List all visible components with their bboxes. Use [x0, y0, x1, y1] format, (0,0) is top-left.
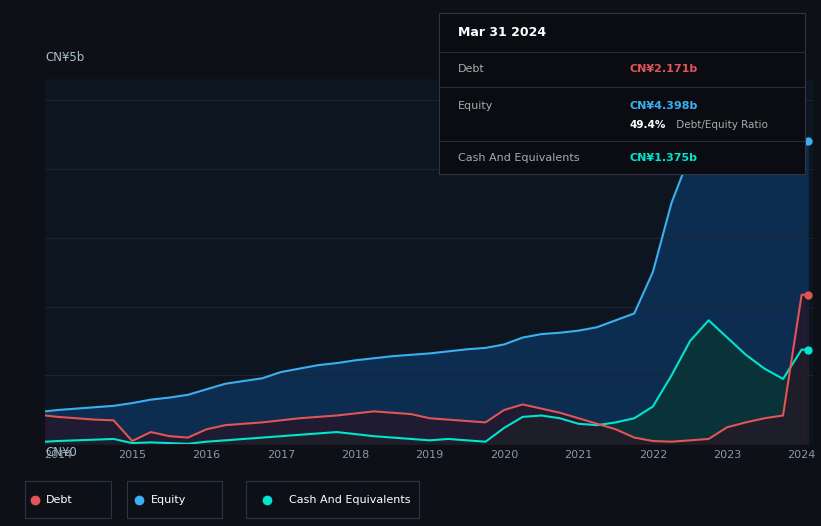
Text: Debt/Equity Ratio: Debt/Equity Ratio [673, 120, 768, 130]
Text: 49.4%: 49.4% [629, 120, 666, 130]
Text: CN¥0: CN¥0 [45, 446, 77, 459]
Text: Equity: Equity [457, 101, 493, 111]
Text: CN¥4.398b: CN¥4.398b [629, 101, 698, 111]
Text: Equity: Equity [151, 494, 186, 505]
Text: Cash And Equivalents: Cash And Equivalents [457, 153, 579, 163]
Text: CN¥2.171b: CN¥2.171b [629, 64, 698, 74]
Text: Debt: Debt [457, 64, 484, 74]
Text: Mar 31 2024: Mar 31 2024 [457, 26, 546, 39]
Text: CN¥5b: CN¥5b [45, 51, 85, 64]
Text: CN¥1.375b: CN¥1.375b [629, 153, 697, 163]
Text: Debt: Debt [46, 494, 73, 505]
Text: Cash And Equivalents: Cash And Equivalents [290, 494, 410, 505]
